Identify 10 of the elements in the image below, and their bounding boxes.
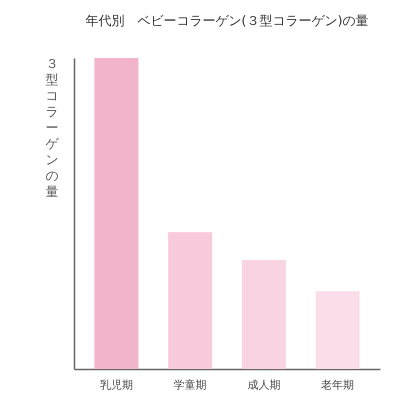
chart-title: 年代別 ベビーコラーゲン(３型コラーゲン)の量 xyxy=(85,14,369,29)
x-tick-label: 老年期 xyxy=(321,378,354,392)
bar xyxy=(242,260,286,369)
bar xyxy=(168,232,212,369)
x-tick-label: 乳児期 xyxy=(100,378,133,392)
x-tick-label: 成人期 xyxy=(247,378,280,392)
text: ３型コラーゲンの量 xyxy=(46,57,58,200)
bar xyxy=(94,58,138,369)
x-tick-label: 学童期 xyxy=(174,378,207,392)
bar xyxy=(316,291,360,369)
